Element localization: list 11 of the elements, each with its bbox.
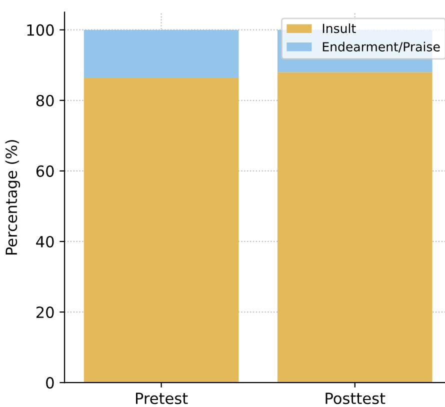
y-tick-label: 40 xyxy=(36,236,54,248)
y-tick-label: 100 xyxy=(27,24,54,36)
y-tick-label: 0 xyxy=(46,377,54,389)
x-tick-label: Posttest xyxy=(326,392,386,404)
legend-label: Endearment/Praise xyxy=(322,42,440,52)
legend-label: Insult xyxy=(322,23,356,34)
y-tick-label: 20 xyxy=(36,306,54,318)
y-tick-label: 60 xyxy=(36,165,54,177)
y-axis-title: Percentage (%) xyxy=(5,140,20,255)
y-tick-label: 80 xyxy=(36,94,54,106)
x-tick-label: Pretest xyxy=(136,392,188,404)
